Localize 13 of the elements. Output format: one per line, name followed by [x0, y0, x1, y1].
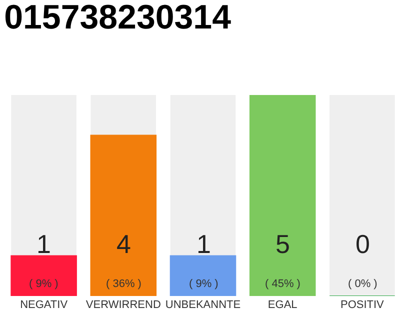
data-label: 0 ( 0% ) [348, 229, 378, 290]
x-tick-label: UNBEKANNTE [165, 299, 241, 311]
data-label: 4 ( 36% ) [106, 229, 142, 290]
x-tick-label: EGAL [268, 299, 298, 311]
x-tick-label: NEGATIV [20, 299, 68, 311]
data-label: 5 ( 45% ) [265, 229, 300, 290]
x-tick-label: VERWIRREND [86, 299, 161, 311]
chart-title: 015738230314 [4, 0, 232, 37]
bar [10, 255, 77, 296]
data-label: 1 ( 9% ) [29, 229, 58, 290]
bar [170, 255, 236, 296]
data-label: 1 ( 9% ) [189, 229, 218, 290]
x-tick-label: POSITIV [340, 299, 385, 311]
